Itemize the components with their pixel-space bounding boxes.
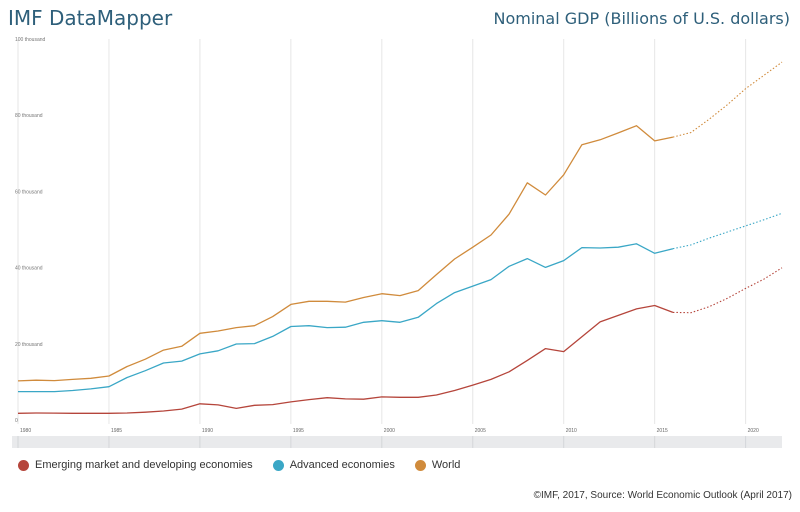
y-tick-label: 40 thousand xyxy=(15,266,43,272)
series-line-0 xyxy=(17,304,674,414)
legend: Emerging market and developing economies… xyxy=(18,459,460,471)
x-tick-label: 1980 xyxy=(20,428,31,434)
x-tick-label: 2010 xyxy=(566,428,577,434)
series-line-projection-1 xyxy=(672,212,783,250)
legend-swatch-advanced xyxy=(272,459,284,471)
chart-title: Nominal GDP (Billions of U.S. dollars) xyxy=(493,9,791,28)
legend-swatch-world xyxy=(414,459,426,471)
y-tick-label: 100 thousand xyxy=(15,37,46,43)
x-tick-label: 1990 xyxy=(202,428,213,434)
legend-item-advanced[interactable]: Advanced economies xyxy=(272,459,395,471)
y-tick-label: 20 thousand xyxy=(15,342,43,348)
series-line-projection-0 xyxy=(672,267,783,314)
legend-label-emerging: Emerging market and developing economies xyxy=(35,459,253,471)
source-note: ©IMF, 2017, Source: World Economic Outlo… xyxy=(533,490,792,501)
brand-title: IMF DataMapper xyxy=(8,6,173,30)
x-tick-label: 2005 xyxy=(475,428,486,434)
series-line-2 xyxy=(17,125,674,382)
legend-swatch-emerging xyxy=(18,459,29,471)
x-tick-label: 1995 xyxy=(293,428,304,434)
series-line-projection-2 xyxy=(672,61,783,138)
x-tick-label: 2015 xyxy=(657,428,668,434)
x-tick-label: 2000 xyxy=(384,428,395,434)
y-tick-label: 0 xyxy=(15,418,18,424)
y-tick-label: 60 thousand xyxy=(15,189,43,195)
x-tick-label: 2020 xyxy=(748,428,759,434)
legend-item-world[interactable]: World xyxy=(414,459,461,471)
legend-label-world: World xyxy=(431,459,461,471)
x-axis-band xyxy=(12,436,782,448)
x-tick-label: 1985 xyxy=(111,428,122,434)
series-line-1 xyxy=(18,243,674,393)
legend-label-advanced: Advanced economies xyxy=(289,459,395,471)
y-tick-label: 80 thousand xyxy=(15,113,43,119)
legend-item-emerging[interactable]: Emerging market and developing economies xyxy=(18,459,253,471)
